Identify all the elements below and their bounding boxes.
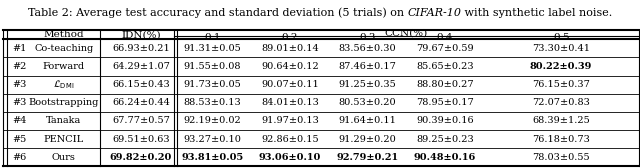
Text: IDN(%): IDN(%) <box>121 30 161 39</box>
Text: 80.53±0.20: 80.53±0.20 <box>339 98 396 107</box>
Text: 67.77±0.57: 67.77±0.57 <box>112 116 170 125</box>
Text: 89.25±0.23: 89.25±0.23 <box>416 135 474 144</box>
Text: 0.5: 0.5 <box>553 33 570 42</box>
Text: 73.30±0.41: 73.30±0.41 <box>532 44 590 53</box>
Text: 69.51±0.63: 69.51±0.63 <box>112 135 170 144</box>
Text: 88.80±0.27: 88.80±0.27 <box>416 80 474 89</box>
Text: 89.01±0.14: 89.01±0.14 <box>261 44 319 53</box>
Text: 91.64±0.11: 91.64±0.11 <box>339 116 396 125</box>
Text: 90.48±0.16: 90.48±0.16 <box>414 153 476 162</box>
Text: PENCIL: PENCIL <box>44 135 84 144</box>
Text: 87.46±0.17: 87.46±0.17 <box>339 62 396 71</box>
Text: Table 2: Average test accuracy and standard deviation (5 trials) on: Table 2: Average test accuracy and stand… <box>28 8 407 18</box>
Text: 64.29±1.07: 64.29±1.07 <box>112 62 170 71</box>
Text: 91.31±0.05: 91.31±0.05 <box>184 44 241 53</box>
Text: 84.01±0.13: 84.01±0.13 <box>261 98 319 107</box>
Text: 0.3: 0.3 <box>359 33 376 42</box>
Text: #2: #2 <box>12 62 26 71</box>
Text: 90.07±0.11: 90.07±0.11 <box>261 80 319 89</box>
Text: 0.1: 0.1 <box>204 33 221 42</box>
Text: with synthetic label noise.: with synthetic label noise. <box>461 8 612 18</box>
Text: 85.65±0.23: 85.65±0.23 <box>416 62 474 71</box>
Text: #3: #3 <box>12 80 26 89</box>
Text: Ours: Ours <box>52 153 76 162</box>
Text: 80.22±0.39: 80.22±0.39 <box>530 62 593 71</box>
Text: $\mathcal{L}_{\mathrm{DMI}}$: $\mathcal{L}_{\mathrm{DMI}}$ <box>53 78 74 91</box>
Text: 92.19±0.02: 92.19±0.02 <box>184 116 241 125</box>
Text: 76.18±0.73: 76.18±0.73 <box>532 135 590 144</box>
Text: Tanaka: Tanaka <box>46 116 81 125</box>
Text: 92.79±0.21: 92.79±0.21 <box>336 153 399 162</box>
Text: Co-teaching: Co-teaching <box>35 44 93 53</box>
Text: 91.55±0.08: 91.55±0.08 <box>184 62 241 71</box>
Text: 92.86±0.15: 92.86±0.15 <box>261 135 319 144</box>
Text: Method: Method <box>44 30 84 39</box>
Text: 79.67±0.59: 79.67±0.59 <box>416 44 474 53</box>
Text: 88.53±0.13: 88.53±0.13 <box>184 98 241 107</box>
Text: #5: #5 <box>12 135 26 144</box>
Text: 76.15±0.37: 76.15±0.37 <box>532 80 590 89</box>
Text: 90.39±0.16: 90.39±0.16 <box>416 116 474 125</box>
Text: 66.15±0.43: 66.15±0.43 <box>112 80 170 89</box>
Text: 91.73±0.05: 91.73±0.05 <box>184 80 241 89</box>
Text: 66.93±0.21: 66.93±0.21 <box>112 44 170 53</box>
Text: Forward: Forward <box>43 62 85 71</box>
Text: 91.97±0.13: 91.97±0.13 <box>261 116 319 125</box>
Text: 90.64±0.12: 90.64±0.12 <box>261 62 319 71</box>
Text: 72.07±0.83: 72.07±0.83 <box>532 98 590 107</box>
Text: CIFAR-10: CIFAR-10 <box>407 8 461 18</box>
Text: #6: #6 <box>12 153 26 162</box>
Text: 0.2: 0.2 <box>282 33 298 42</box>
Text: 91.29±0.20: 91.29±0.20 <box>339 135 396 144</box>
Text: Bootstrapping: Bootstrapping <box>29 98 99 107</box>
Text: 68.39±1.25: 68.39±1.25 <box>532 116 590 125</box>
Text: 0.4: 0.4 <box>436 33 453 42</box>
Text: 78.03±0.55: 78.03±0.55 <box>532 153 590 162</box>
Text: #1: #1 <box>12 44 26 53</box>
Text: CCN(%): CCN(%) <box>385 28 428 37</box>
Text: 91.25±0.35: 91.25±0.35 <box>339 80 396 89</box>
Text: 66.24±0.44: 66.24±0.44 <box>112 98 170 107</box>
Text: #4: #4 <box>12 116 26 125</box>
Text: #3: #3 <box>12 98 26 107</box>
Text: 83.56±0.30: 83.56±0.30 <box>339 44 396 53</box>
Text: 93.81±0.05: 93.81±0.05 <box>181 153 243 162</box>
Text: 93.06±0.10: 93.06±0.10 <box>259 153 321 162</box>
Text: 78.95±0.17: 78.95±0.17 <box>416 98 474 107</box>
Text: 69.82±0.20: 69.82±0.20 <box>109 153 172 162</box>
Text: 93.27±0.10: 93.27±0.10 <box>183 135 241 144</box>
